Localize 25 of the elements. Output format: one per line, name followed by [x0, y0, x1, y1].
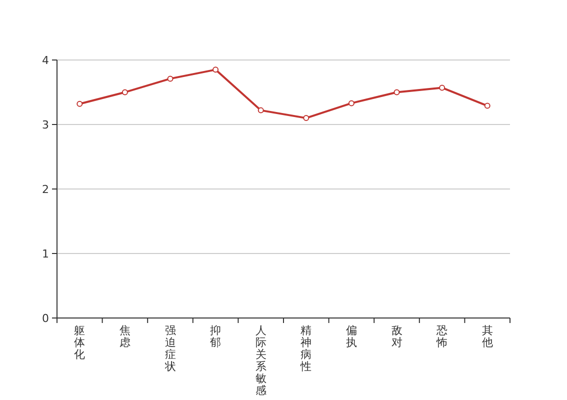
x-tick-label: 其他	[482, 324, 493, 349]
y-tick-label: 3	[42, 118, 49, 132]
point	[122, 89, 128, 96]
point	[484, 102, 490, 109]
x-tick-label: 强迫症状	[164, 324, 176, 373]
point	[258, 107, 264, 114]
point	[348, 100, 354, 106]
x-tick-label: 焦虑	[119, 324, 130, 349]
y-tick-label: 4	[42, 54, 49, 67]
x-tick-label: 敌对	[391, 324, 402, 349]
y-tick-label: 1	[42, 247, 49, 260]
point	[303, 115, 310, 122]
point	[76, 100, 83, 107]
point	[394, 89, 400, 96]
x-tick-label: 躯体化	[74, 324, 86, 361]
point	[439, 84, 446, 91]
x-tick-label: 恐怖	[436, 324, 448, 349]
x-tick-label: 精神病性	[300, 324, 312, 373]
x-tick-label: 人际关系敏感	[255, 324, 266, 397]
y-tick-label: 2	[42, 182, 49, 196]
x-tick-label: 偏执	[346, 324, 357, 349]
point	[167, 76, 174, 82]
y-tick-label: 0	[42, 312, 49, 325]
x-tick-label: 抑郁	[210, 324, 222, 349]
point	[212, 66, 219, 73]
